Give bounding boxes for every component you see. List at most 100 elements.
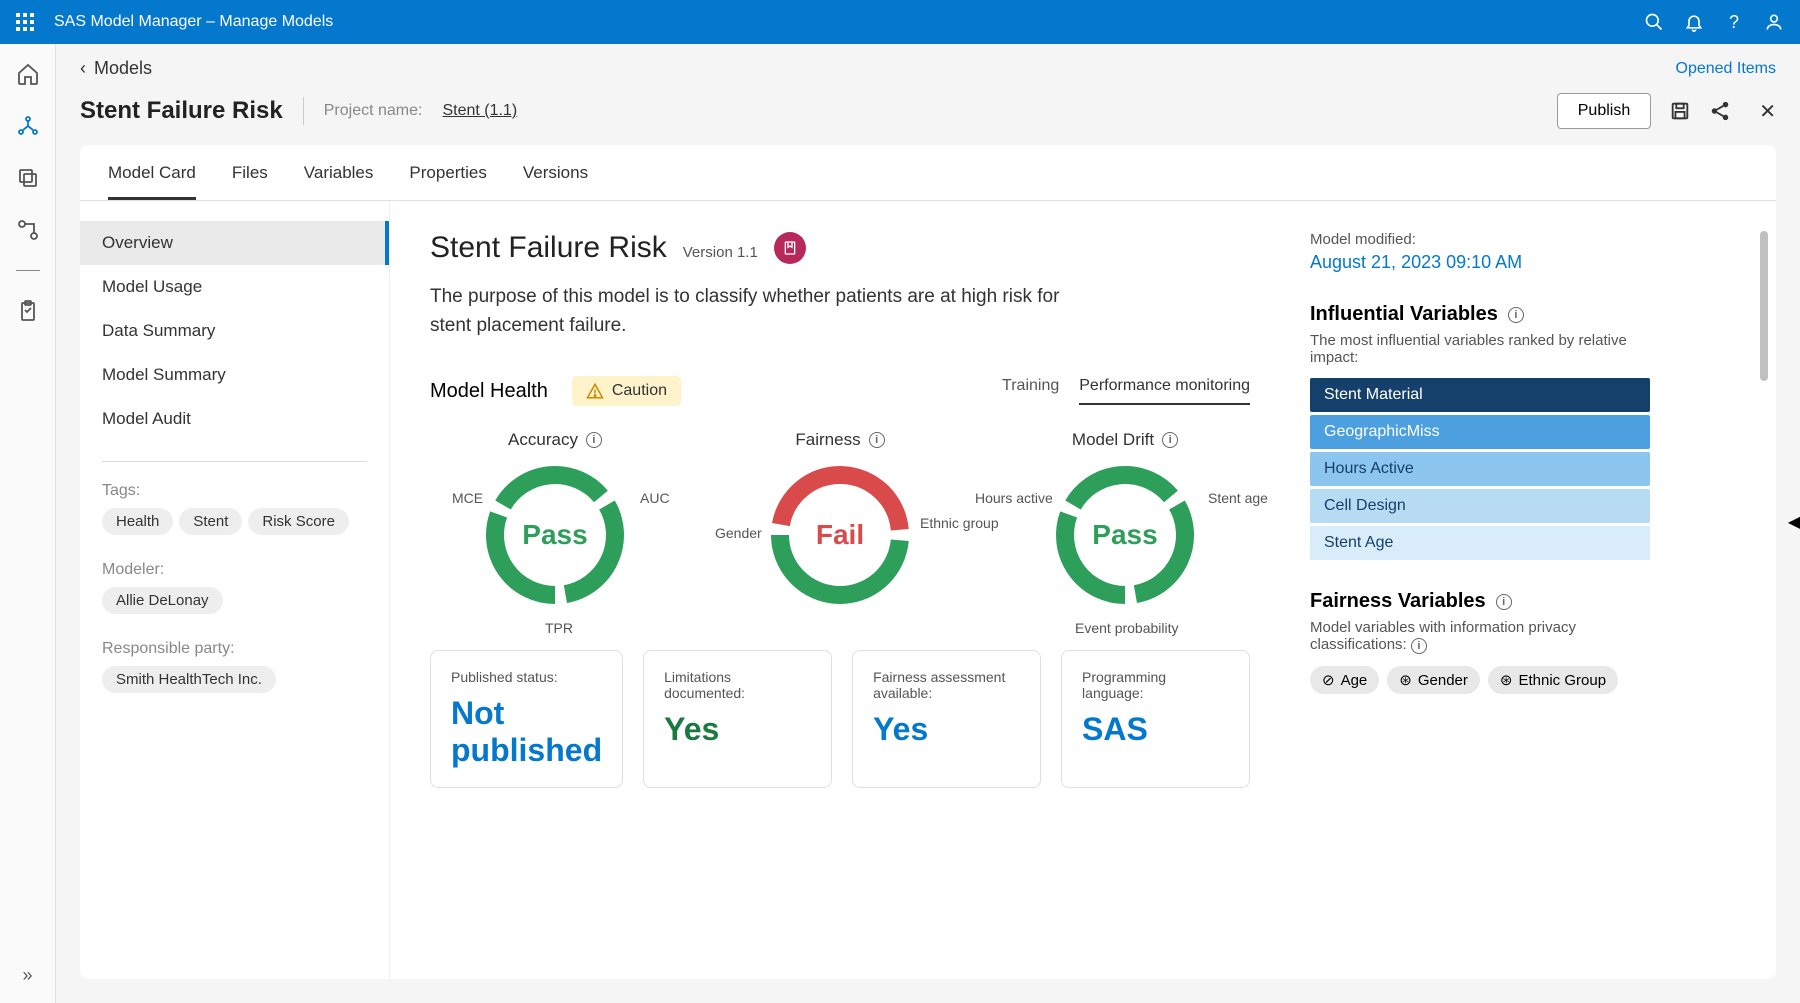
- notifications-icon[interactable]: [1684, 12, 1704, 32]
- tag-chip[interactable]: Stent: [179, 508, 242, 535]
- models-icon[interactable]: [16, 114, 40, 138]
- sidenav-item-model-summary[interactable]: Model Summary: [80, 353, 389, 397]
- fairness-chip[interactable]: ⊛ Gender: [1387, 666, 1480, 694]
- donut-title: Model Drift: [1072, 430, 1154, 450]
- variable-bar[interactable]: Cell Design: [1310, 489, 1650, 523]
- health-tab-training[interactable]: Training: [1002, 377, 1059, 405]
- sidenav-item-overview[interactable]: Overview: [80, 221, 389, 265]
- home-icon[interactable]: [16, 62, 40, 86]
- chip-icon: ⊘: [1322, 671, 1335, 689]
- expand-rail-icon[interactable]: »: [16, 963, 40, 987]
- tab-files[interactable]: Files: [232, 163, 268, 200]
- caution-text: Caution: [612, 382, 667, 400]
- chip-label: Age: [1341, 672, 1368, 689]
- donut-title: Accuracy: [508, 430, 578, 450]
- user-avatar-icon[interactable]: [1764, 12, 1784, 32]
- bookmark-badge-icon[interactable]: [774, 232, 806, 264]
- modified-value[interactable]: August 21, 2023 09:10 AM: [1310, 252, 1650, 273]
- status-card-value: Not published: [451, 695, 602, 769]
- status-card-label: Fairness assessment available:: [873, 669, 1020, 701]
- tabs: Model Card Files Variables Properties Versio…: [80, 145, 1776, 201]
- chip-icon: ⊛: [1399, 671, 1412, 689]
- fairness-chip[interactable]: ⊘ Age: [1310, 666, 1379, 694]
- tag-chip[interactable]: Health: [102, 508, 173, 535]
- donut-model-drift: Model DriftiPassStent ageEvent probabili…: [1000, 430, 1250, 610]
- warning-icon: [586, 382, 604, 400]
- chip-label: Gender: [1418, 672, 1468, 689]
- donut-segment-label: Hours active: [975, 490, 1053, 506]
- donut-title: Fairness: [795, 430, 860, 450]
- model-version: Version 1.1: [683, 244, 758, 261]
- donut-accuracy: AccuracyiPassAUCTPRMCE: [430, 430, 680, 610]
- clipboard-icon[interactable]: [16, 299, 40, 323]
- donut-segment-label: Ethnic group: [920, 515, 999, 531]
- chip-label: Ethnic Group: [1518, 672, 1606, 689]
- share-icon[interactable]: [1709, 100, 1731, 122]
- sidenav-divider: [102, 461, 367, 462]
- sidenav-item-model-usage[interactable]: Model Usage: [80, 265, 389, 309]
- variable-bar[interactable]: Stent Material: [1310, 378, 1650, 412]
- health-tab-performance-monitoring[interactable]: Performance monitoring: [1079, 377, 1250, 405]
- modeler-label: Modeler:: [102, 561, 367, 579]
- project-name-link[interactable]: Stent (1.1): [442, 102, 517, 120]
- copy-icon[interactable]: [16, 166, 40, 190]
- search-icon[interactable]: [1644, 12, 1664, 32]
- donut-segment-label: AUC: [640, 490, 670, 506]
- status-card-label: Published status:: [451, 669, 602, 685]
- donut-segment-label: MCE: [452, 490, 483, 506]
- tab-variables[interactable]: Variables: [304, 163, 374, 200]
- variable-bar[interactable]: Hours Active: [1310, 452, 1650, 486]
- responsible-chip[interactable]: Smith HealthTech Inc.: [102, 666, 276, 693]
- close-icon[interactable]: ✕: [1759, 99, 1776, 124]
- variable-bar[interactable]: GeographicMiss: [1310, 415, 1650, 449]
- info-icon[interactable]: i: [586, 432, 602, 448]
- info-icon[interactable]: i: [869, 432, 885, 448]
- variable-bar[interactable]: Stent Age: [1310, 526, 1650, 560]
- responsible-label: Responsible party:: [102, 640, 367, 658]
- apps-menu-icon[interactable]: [16, 13, 34, 31]
- info-icon[interactable]: i: [1162, 432, 1178, 448]
- right-panel-expand-icon[interactable]: ◀: [1788, 502, 1800, 542]
- rail-divider: [16, 270, 40, 271]
- status-card-value: Yes: [873, 711, 1020, 748]
- info-icon[interactable]: i: [1496, 594, 1512, 610]
- app-title: SAS Model Manager – Manage Models: [54, 13, 333, 31]
- tab-properties[interactable]: Properties: [409, 163, 486, 200]
- back-chevron-icon[interactable]: ‹: [80, 58, 86, 79]
- fairness-chip[interactable]: ⊛ Ethnic Group: [1488, 666, 1618, 694]
- opened-items-link[interactable]: Opened Items: [1676, 60, 1777, 78]
- chip-icon: ⊛: [1500, 671, 1513, 689]
- modeler-chip[interactable]: Allie DeLonay: [102, 587, 223, 614]
- save-icon[interactable]: [1669, 100, 1691, 122]
- donut-segment-label: Stent age: [1208, 490, 1268, 506]
- donut-segment-label: Gender: [715, 525, 762, 541]
- tags-label: Tags:: [102, 482, 367, 500]
- donut-fairness: FairnessiFailEthnic groupGender: [715, 430, 965, 610]
- status-card-label: Programming language:: [1082, 669, 1229, 701]
- status-card: Programming language: SAS: [1061, 650, 1250, 788]
- info-icon[interactable]: i: [1411, 638, 1427, 654]
- status-card-label: Limitations documented:: [664, 669, 811, 701]
- divider: [303, 97, 304, 125]
- publish-button[interactable]: Publish: [1557, 93, 1651, 129]
- page-title: Stent Failure Risk: [80, 97, 283, 125]
- influential-subtext: The most influential variables ranked by…: [1310, 332, 1650, 366]
- tab-versions[interactable]: Versions: [523, 163, 588, 200]
- status-card: Fairness assessment available: Yes: [852, 650, 1041, 788]
- workflow-icon[interactable]: [16, 218, 40, 242]
- tag-chip[interactable]: Risk Score: [248, 508, 349, 535]
- tab-model-card[interactable]: Model Card: [108, 163, 196, 200]
- sidenav-item-model-audit[interactable]: Model Audit: [80, 397, 389, 441]
- sidenav-item-data-summary[interactable]: Data Summary: [80, 309, 389, 353]
- model-description: The purpose of this model is to classify…: [430, 283, 1090, 340]
- status-card-value: Yes: [664, 711, 811, 748]
- caution-badge: Caution: [572, 376, 681, 406]
- card-sidenav: OverviewModel UsageData SummaryModel Sum…: [80, 201, 390, 979]
- info-icon[interactable]: i: [1508, 307, 1524, 323]
- breadcrumb[interactable]: ‹ Models: [80, 58, 152, 79]
- help-icon[interactable]: ?: [1724, 12, 1744, 32]
- model-health-label: Model Health: [430, 380, 548, 403]
- status-card-value: SAS: [1082, 711, 1229, 748]
- scrollbar[interactable]: [1760, 231, 1768, 381]
- topbar: SAS Model Manager – Manage Models ?: [0, 0, 1800, 44]
